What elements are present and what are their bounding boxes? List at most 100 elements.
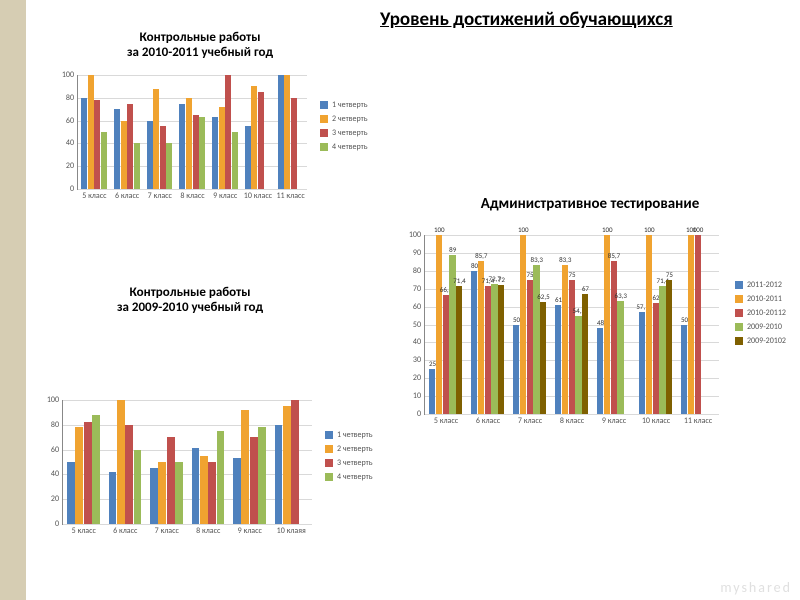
y-tick: 50 bbox=[413, 320, 421, 330]
bar bbox=[166, 143, 172, 189]
x-tick: 6 класс bbox=[105, 527, 145, 535]
data-label: 100 bbox=[518, 225, 529, 234]
y-tick: 100 bbox=[409, 230, 421, 240]
y-tick: 80 bbox=[51, 420, 59, 430]
legend-item: 1 четверть bbox=[320, 100, 368, 110]
y-tick: 60 bbox=[51, 445, 59, 455]
bar bbox=[443, 295, 449, 414]
bar bbox=[604, 235, 610, 414]
bar bbox=[646, 235, 652, 414]
legend-label: 2011-2012 bbox=[747, 280, 782, 290]
chart1-plot: 0204060801005 класс6 класс7 класс8 класс… bbox=[77, 75, 307, 190]
bar bbox=[250, 437, 258, 524]
bar bbox=[212, 117, 218, 189]
bar bbox=[275, 425, 283, 524]
gridline bbox=[425, 235, 719, 236]
legend-item: 2009-20102 bbox=[735, 336, 786, 346]
data-label: 100 bbox=[644, 225, 655, 234]
legend-swatch bbox=[325, 473, 333, 481]
bar bbox=[158, 462, 166, 524]
chart1-legend: 1 четверть2 четверть3 четверть4 четверть bbox=[320, 100, 368, 156]
bar bbox=[597, 328, 603, 414]
bar bbox=[471, 271, 477, 414]
bar bbox=[114, 109, 120, 189]
y-tick: 40 bbox=[66, 138, 74, 148]
watermark: myshared bbox=[720, 579, 792, 596]
x-tick: 10 клаяя bbox=[271, 527, 311, 535]
legend-item: 2010-20112 bbox=[735, 308, 786, 318]
bar bbox=[562, 265, 568, 414]
legend-item: 2009-2010 bbox=[735, 322, 786, 332]
bar bbox=[456, 286, 462, 414]
legend-swatch bbox=[325, 431, 333, 439]
legend-label: 1 четверть bbox=[337, 430, 373, 440]
bar bbox=[513, 325, 519, 415]
bar bbox=[167, 437, 175, 524]
chart3-title: Административное тестирование bbox=[430, 195, 750, 213]
data-label: 83,3 bbox=[559, 255, 571, 264]
legend-item: 1 четверть bbox=[325, 430, 373, 440]
legend-label: 2 четверть bbox=[332, 114, 368, 124]
bar bbox=[617, 301, 623, 414]
bar bbox=[117, 400, 125, 524]
bar bbox=[147, 121, 153, 189]
data-label: 100 bbox=[434, 225, 445, 234]
chart2-plot: 0204060801005 класс6 класс7 класс8 класс… bbox=[62, 400, 312, 525]
x-tick: 11 класс bbox=[271, 192, 311, 200]
bar bbox=[666, 280, 672, 414]
chart1-panel: 0204060801005 класс6 класс7 класс8 класс… bbox=[55, 70, 315, 220]
legend-swatch bbox=[320, 101, 328, 109]
legend-item: 2 четверть bbox=[320, 114, 368, 124]
chart2-legend: 1 четверть2 четверть3 четверть4 четверть bbox=[325, 430, 373, 486]
data-label: 67 bbox=[582, 284, 589, 293]
bar bbox=[233, 458, 241, 524]
data-label: 72 bbox=[498, 275, 505, 284]
legend-swatch bbox=[320, 143, 328, 151]
legend-swatch bbox=[320, 129, 328, 137]
legend-swatch bbox=[735, 309, 743, 317]
chart3-legend: 2011-20122010-20112010-201122009-2010200… bbox=[735, 280, 786, 350]
chart3-panel: 01020304050607080901002510066,68971,45 к… bbox=[400, 230, 730, 450]
x-tick: 9 класс bbox=[594, 417, 634, 425]
data-label: 62,5 bbox=[537, 292, 549, 301]
bar bbox=[251, 86, 257, 189]
bar bbox=[491, 284, 497, 414]
x-tick: 5 класс bbox=[426, 417, 466, 425]
bar bbox=[278, 75, 284, 189]
bar bbox=[134, 450, 142, 524]
bar bbox=[217, 431, 225, 524]
legend-swatch bbox=[320, 115, 328, 123]
bar bbox=[186, 98, 192, 189]
bar bbox=[179, 104, 185, 190]
legend-item: 3 четверть bbox=[325, 458, 373, 468]
bar bbox=[245, 126, 251, 189]
bar bbox=[225, 75, 231, 189]
bar bbox=[485, 286, 491, 414]
y-tick: 20 bbox=[413, 373, 421, 383]
x-tick: 7 класс bbox=[510, 417, 550, 425]
bar bbox=[88, 75, 94, 189]
bar bbox=[582, 294, 588, 414]
x-tick: 7 класс bbox=[147, 527, 187, 535]
x-tick: 8 класс bbox=[552, 417, 592, 425]
y-tick: 40 bbox=[413, 337, 421, 347]
gridline bbox=[78, 189, 307, 190]
bar bbox=[81, 98, 87, 189]
y-tick: 100 bbox=[47, 395, 59, 405]
bar bbox=[291, 98, 297, 189]
legend-label: 2009-20102 bbox=[747, 336, 786, 346]
bar bbox=[150, 468, 158, 524]
y-tick: 40 bbox=[51, 469, 59, 479]
legend-swatch bbox=[735, 295, 743, 303]
gridline bbox=[425, 253, 719, 254]
y-tick: 70 bbox=[413, 284, 421, 294]
legend-label: 1 четверть bbox=[332, 100, 368, 110]
bar bbox=[199, 117, 205, 189]
x-tick: 10 класс bbox=[636, 417, 676, 425]
legend-swatch bbox=[735, 337, 743, 345]
x-tick: 6 класс bbox=[468, 417, 508, 425]
bar bbox=[540, 302, 546, 414]
data-label: 100 bbox=[602, 225, 613, 234]
data-label: 63,3 bbox=[615, 291, 627, 300]
bar bbox=[109, 472, 117, 524]
